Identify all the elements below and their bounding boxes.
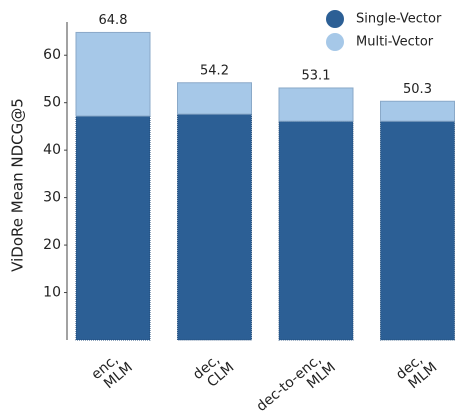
x-tick-label: enc,MLM [89,348,136,395]
bar-segment [75,31,151,117]
y-tick-label: 20 [43,237,61,253]
bar-segment [380,100,455,122]
bar-segment [278,120,354,341]
bar-segment [177,82,252,115]
x-tick-label: dec-to-enc,MLM [254,348,339,417]
legend-label: Multi-Vector [356,35,434,50]
bar-segment [278,87,354,122]
total-label: 54.2 [200,63,229,78]
y-axis-label: ViDoRe Mean NDCG@5 [9,98,27,272]
y-tick-label: 40 [43,142,61,158]
bar-segment [380,120,455,341]
total-label: 53.1 [302,68,331,83]
y-tick-label: 30 [43,190,61,206]
y-tick-label: 10 [43,285,61,301]
legend-label: Single-Vector [356,12,442,27]
x-tick-label: dec,MLM [393,348,440,395]
bar-segment [75,115,151,341]
legend-swatch [326,10,344,28]
y-tick-label: 50 [43,95,61,111]
x-tick-label: dec,CLM [190,348,237,395]
total-label: 64.8 [99,13,128,28]
total-label: 50.3 [403,82,432,97]
y-tick-label: 60 [43,47,61,63]
bar-segment [177,113,252,341]
legend-swatch [326,33,344,51]
